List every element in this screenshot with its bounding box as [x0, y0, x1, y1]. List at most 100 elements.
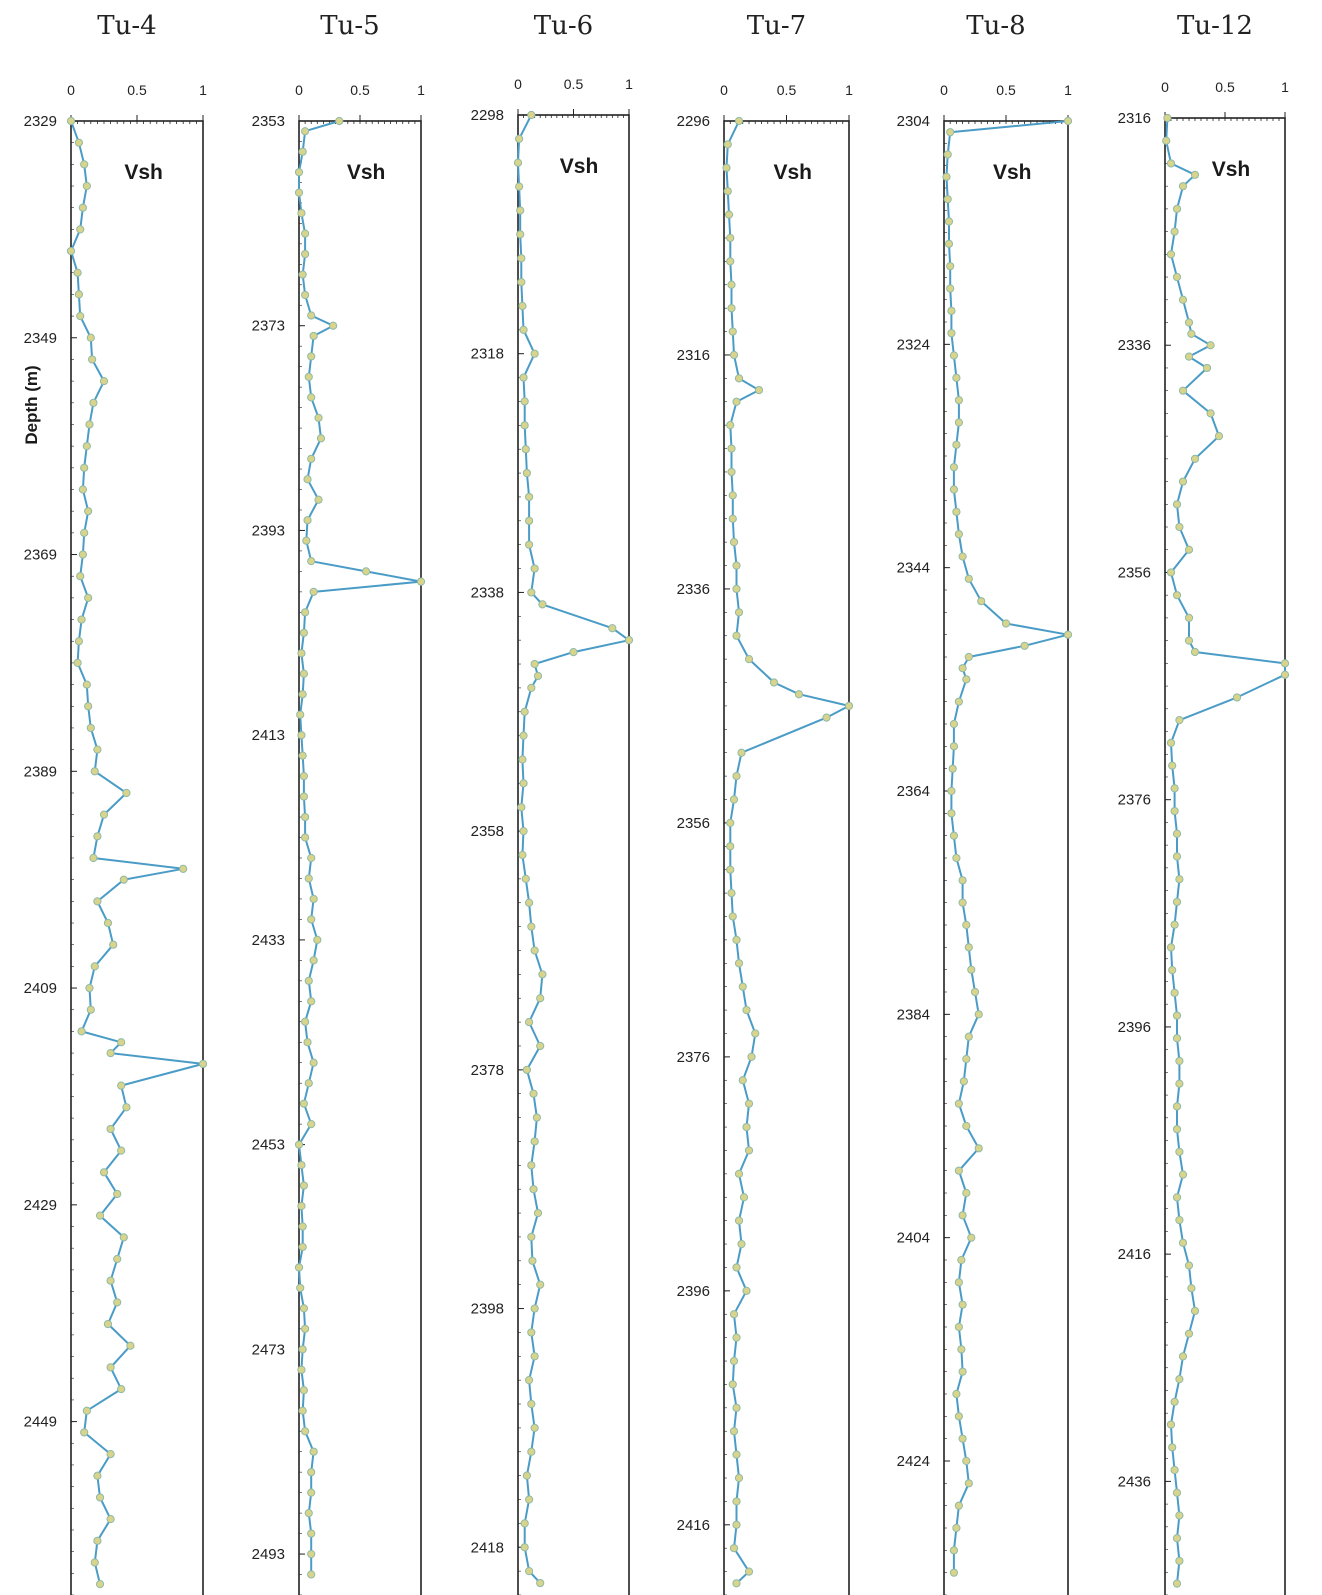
vsh-point: [1280, 670, 1290, 679]
vsh-point: [297, 209, 306, 218]
vsh-point: [515, 182, 524, 191]
vsh-point: [964, 943, 973, 952]
vsh-point: [954, 1501, 963, 1510]
depth-tick-label: 2298: [471, 107, 504, 124]
vsh-point: [727, 304, 736, 313]
vsh-point: [1187, 1284, 1196, 1293]
vsh-point: [947, 306, 956, 315]
vsh-point: [119, 875, 128, 884]
vsh-point: [86, 1005, 95, 1014]
series-label-vsh: Vsh: [347, 161, 386, 184]
vsh-point: [297, 1365, 306, 1374]
vsh-point: [734, 1169, 744, 1178]
well-title: Tu-12: [1177, 11, 1253, 41]
vsh-point: [962, 1054, 971, 1064]
vsh-point: [1168, 761, 1177, 770]
vsh-point: [954, 1322, 963, 1332]
vsh-point: [1178, 182, 1188, 191]
depth-tick-label: 2493: [252, 1546, 285, 1563]
vsh-point: [303, 475, 312, 484]
vsh-point: [85, 420, 94, 429]
vsh-point: [1175, 522, 1184, 532]
vsh-point: [74, 290, 84, 299]
vsh-point: [958, 552, 967, 561]
vsh-point: [517, 254, 526, 263]
vsh-point: [754, 385, 764, 395]
vsh-point: [738, 982, 747, 991]
vsh-point: [1168, 966, 1177, 975]
vsh-point: [977, 597, 986, 606]
vsh-point: [747, 1052, 756, 1061]
vsh-point: [99, 1168, 109, 1177]
vsh-point: [294, 188, 304, 197]
vsh-point: [304, 1509, 313, 1518]
vsh-point: [729, 1544, 739, 1553]
vsh-point: [198, 1059, 208, 1069]
panel-frame: [298, 120, 422, 1595]
well-title: Tu-6: [534, 11, 593, 41]
vsh-point: [967, 965, 976, 974]
depth-tick-label: 2404: [897, 1230, 930, 1247]
vsh-point: [301, 290, 310, 300]
vsh-point: [530, 946, 539, 955]
series-label-vsh: Vsh: [1212, 158, 1251, 181]
vsh-point: [314, 413, 323, 422]
vsh-point: [958, 1300, 967, 1309]
vsh-point: [538, 600, 547, 609]
vsh-point: [297, 1201, 306, 1211]
vsh-point: [299, 1099, 308, 1108]
vsh-point: [301, 127, 310, 136]
vsh-point: [943, 150, 952, 159]
vsh-point: [1162, 136, 1171, 145]
vsh-point: [946, 128, 955, 137]
vsh-point: [106, 1124, 115, 1134]
vsh-point: [734, 374, 744, 383]
vsh-point: [93, 1536, 102, 1545]
vsh-point: [106, 1450, 115, 1459]
x-tick-label: 0.5: [777, 82, 797, 98]
vsh-point: [309, 894, 318, 904]
depth-tick-label: 2329: [24, 113, 57, 130]
vsh-point: [958, 1434, 967, 1443]
depth-tick-label: 2389: [24, 763, 57, 780]
vsh-point: [529, 1185, 538, 1194]
vsh-point: [309, 956, 318, 965]
vsh-point: [93, 897, 102, 906]
vsh-point: [949, 485, 959, 494]
vsh-point: [76, 225, 85, 234]
vsh-point: [122, 788, 131, 798]
vsh-point: [298, 690, 307, 699]
vsh-point: [727, 444, 736, 453]
vsh-point: [301, 249, 310, 259]
vsh-point: [117, 1081, 126, 1090]
vsh-point: [516, 230, 525, 239]
vsh-point: [520, 1543, 529, 1552]
vsh-point: [66, 246, 76, 256]
well-panel-tu-6: Tu-6 0 0.5 1 2298 2318 2338 2358 2378 2398 2418 Vsh: [471, 11, 633, 1595]
well-panel-tu-12: Tu-12 0 0.5 1 2316 2336 2356 2376 2396 2416 2436 Vs…: [1118, 11, 1289, 1595]
vsh-point: [307, 1529, 316, 1538]
depth-tick-label: 2316: [1118, 110, 1151, 127]
vsh-point: [742, 1286, 751, 1295]
vsh-point: [944, 217, 954, 226]
vsh-point: [954, 697, 963, 706]
vsh-point: [1280, 659, 1290, 668]
x-tick-label: 1: [1064, 82, 1072, 98]
depth-tick-label: 2473: [252, 1341, 285, 1358]
panel-frame: [1164, 117, 1286, 1595]
vsh-point: [970, 987, 980, 997]
vsh-point: [732, 1263, 741, 1272]
vsh-point: [962, 920, 971, 930]
depth-tick-label: 2396: [677, 1283, 710, 1300]
x-tick-label: 0: [67, 82, 75, 98]
vsh-point: [307, 1570, 316, 1579]
vsh-point: [296, 710, 305, 719]
vsh-point: [416, 577, 426, 586]
vsh-point: [299, 628, 308, 637]
vsh-point: [307, 1468, 316, 1477]
vsh-point: [519, 827, 528, 836]
x-tick-label: 0.5: [350, 82, 370, 98]
vsh-point: [299, 1386, 308, 1395]
vsh-point: [527, 588, 536, 597]
depth-tick-label: 2344: [897, 560, 930, 577]
